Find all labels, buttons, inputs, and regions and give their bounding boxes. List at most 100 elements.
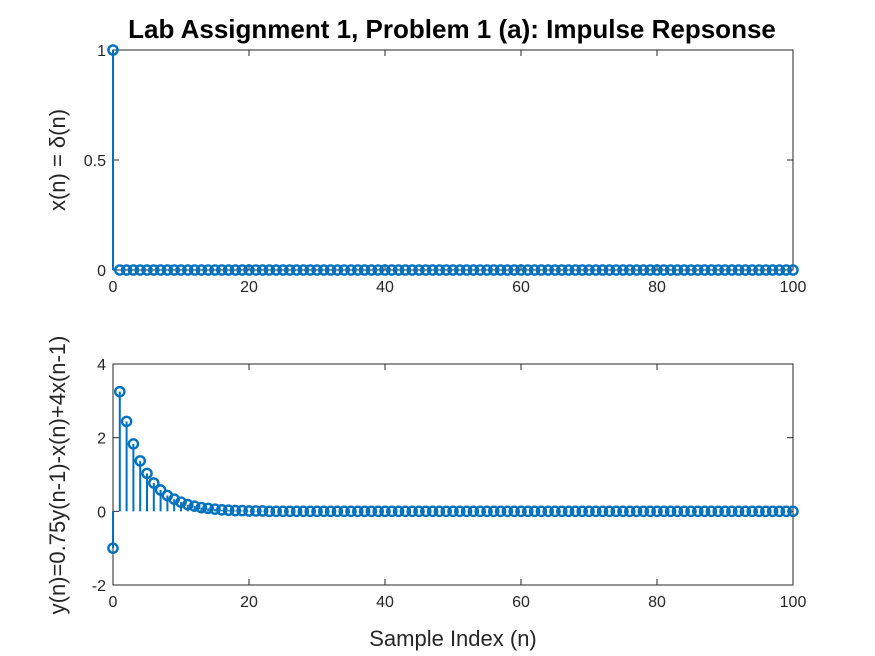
top-stem-marker (773, 264, 786, 276)
bottom-stem-marker (664, 505, 677, 518)
top-stem-marker (522, 264, 534, 276)
bottom-stem-marker (760, 505, 772, 518)
bottom-x-tick-label: 60 (512, 594, 530, 611)
bottom-stem-marker (379, 505, 391, 518)
bottom-x-tick-label: 20 (240, 594, 258, 611)
top-stem-marker (474, 264, 487, 276)
top-stem-marker (419, 264, 432, 276)
top-y-tick-label: 0.5 (84, 153, 106, 170)
axes-bottom-xlabel: Sample Index (n) (369, 626, 537, 651)
bottom-stem-marker (399, 505, 412, 518)
top-stem-marker (515, 264, 527, 276)
top-y-tick-label: 0 (97, 263, 106, 280)
top-stem-marker (576, 264, 589, 276)
bottom-stem-marker (651, 505, 663, 518)
top-stem-marker (385, 264, 398, 276)
bottom-stem-marker (229, 504, 242, 517)
axes-bottom-ylabel: y(n)=0.75y(n-1)-x(n)+4x(n-1) (45, 336, 70, 615)
bottom-stem-marker (644, 505, 657, 518)
top-stem-marker (780, 264, 793, 276)
bottom-stem-marker (447, 505, 459, 518)
bottom-stem-marker (181, 498, 194, 511)
top-stem-marker (719, 264, 731, 276)
bottom-stem-marker (243, 505, 255, 517)
bottom-stem-marker (202, 502, 214, 515)
bottom-stem-marker (780, 505, 793, 518)
top-stem-marker (365, 264, 378, 276)
top-stem-marker (277, 264, 289, 276)
top-x-tick-label: 60 (512, 279, 530, 296)
bottom-stem-marker (324, 505, 337, 518)
bottom-stem-marker (453, 505, 466, 518)
bottom-stem-marker (175, 496, 187, 508)
top-stem-marker (508, 264, 521, 276)
top-stem-marker (209, 264, 221, 276)
bottom-stem-marker (494, 505, 507, 518)
top-stem-marker (617, 264, 629, 276)
top-stem-marker (664, 264, 677, 276)
bottom-x-tick-label: 40 (376, 594, 394, 611)
bottom-stem-marker (114, 385, 126, 398)
bottom-stem-marker (753, 505, 765, 518)
bottom-stem-marker (515, 505, 527, 518)
bottom-stem-marker (440, 505, 453, 518)
top-stem-marker (726, 264, 738, 276)
top-stem-marker (107, 44, 119, 56)
bottom-stem-marker (501, 505, 514, 518)
bottom-stem-marker (277, 505, 289, 518)
top-stem-marker (317, 264, 330, 276)
bottom-stem-marker (304, 505, 317, 518)
top-stem-marker (766, 264, 779, 276)
top-stem-marker (644, 264, 657, 276)
top-stem-marker (549, 264, 561, 276)
bottom-stem-marker (365, 505, 378, 518)
bottom-stem-marker (603, 505, 616, 518)
top-stem-marker (433, 264, 446, 276)
top-stem-marker (637, 264, 650, 276)
top-stem-marker (154, 264, 167, 276)
bottom-stem-marker (426, 505, 439, 518)
bottom-stem-marker (746, 505, 759, 518)
top-stem-marker (705, 264, 718, 276)
bottom-stem-marker (358, 505, 371, 518)
top-stem-marker (746, 264, 759, 276)
bottom-stem-marker (617, 505, 629, 518)
bottom-stem-marker (147, 477, 160, 489)
top-stem-marker (447, 264, 459, 276)
top-stem-marker (583, 264, 595, 276)
bottom-stem-marker (331, 505, 344, 518)
bottom-x-tick-label: 80 (648, 594, 666, 611)
bottom-stem-marker (413, 505, 425, 518)
top-stem-marker (487, 264, 500, 276)
top-stem-marker (698, 264, 711, 276)
top-stem-marker (290, 264, 303, 276)
bottom-stem-marker (562, 505, 575, 518)
top-stem-marker (188, 264, 201, 276)
bottom-stem-marker (590, 505, 602, 518)
bottom-stem-marker (508, 505, 521, 518)
bottom-stem-marker (406, 505, 419, 518)
bottom-stem-marker (556, 505, 568, 518)
top-stem-marker (358, 264, 371, 276)
top-stem-marker (467, 264, 480, 276)
bottom-stem-marker (419, 505, 432, 518)
top-stem-marker (236, 264, 248, 276)
bottom-stem-marker (658, 505, 670, 518)
figure-title: Lab Assignment 1, Problem 1 (a): Impulse… (128, 14, 776, 44)
top-stem-marker (379, 264, 391, 276)
axes-top-box (112, 49, 794, 271)
bottom-stem-marker (263, 505, 276, 518)
top-x-tick-label: 20 (240, 279, 258, 296)
bottom-stem-marker (127, 438, 140, 450)
bottom-stem-marker (705, 505, 718, 518)
bottom-stem-marker (236, 504, 248, 517)
top-stem-marker (324, 264, 337, 276)
bottom-stem-marker (576, 505, 589, 518)
top-stem-marker (481, 264, 493, 276)
bottom-stem-marker (773, 505, 786, 518)
top-x-tick-label: 100 (780, 279, 807, 296)
bottom-stem-marker (195, 501, 208, 514)
bottom-stem-marker (542, 505, 555, 518)
top-stem-marker (297, 264, 310, 276)
